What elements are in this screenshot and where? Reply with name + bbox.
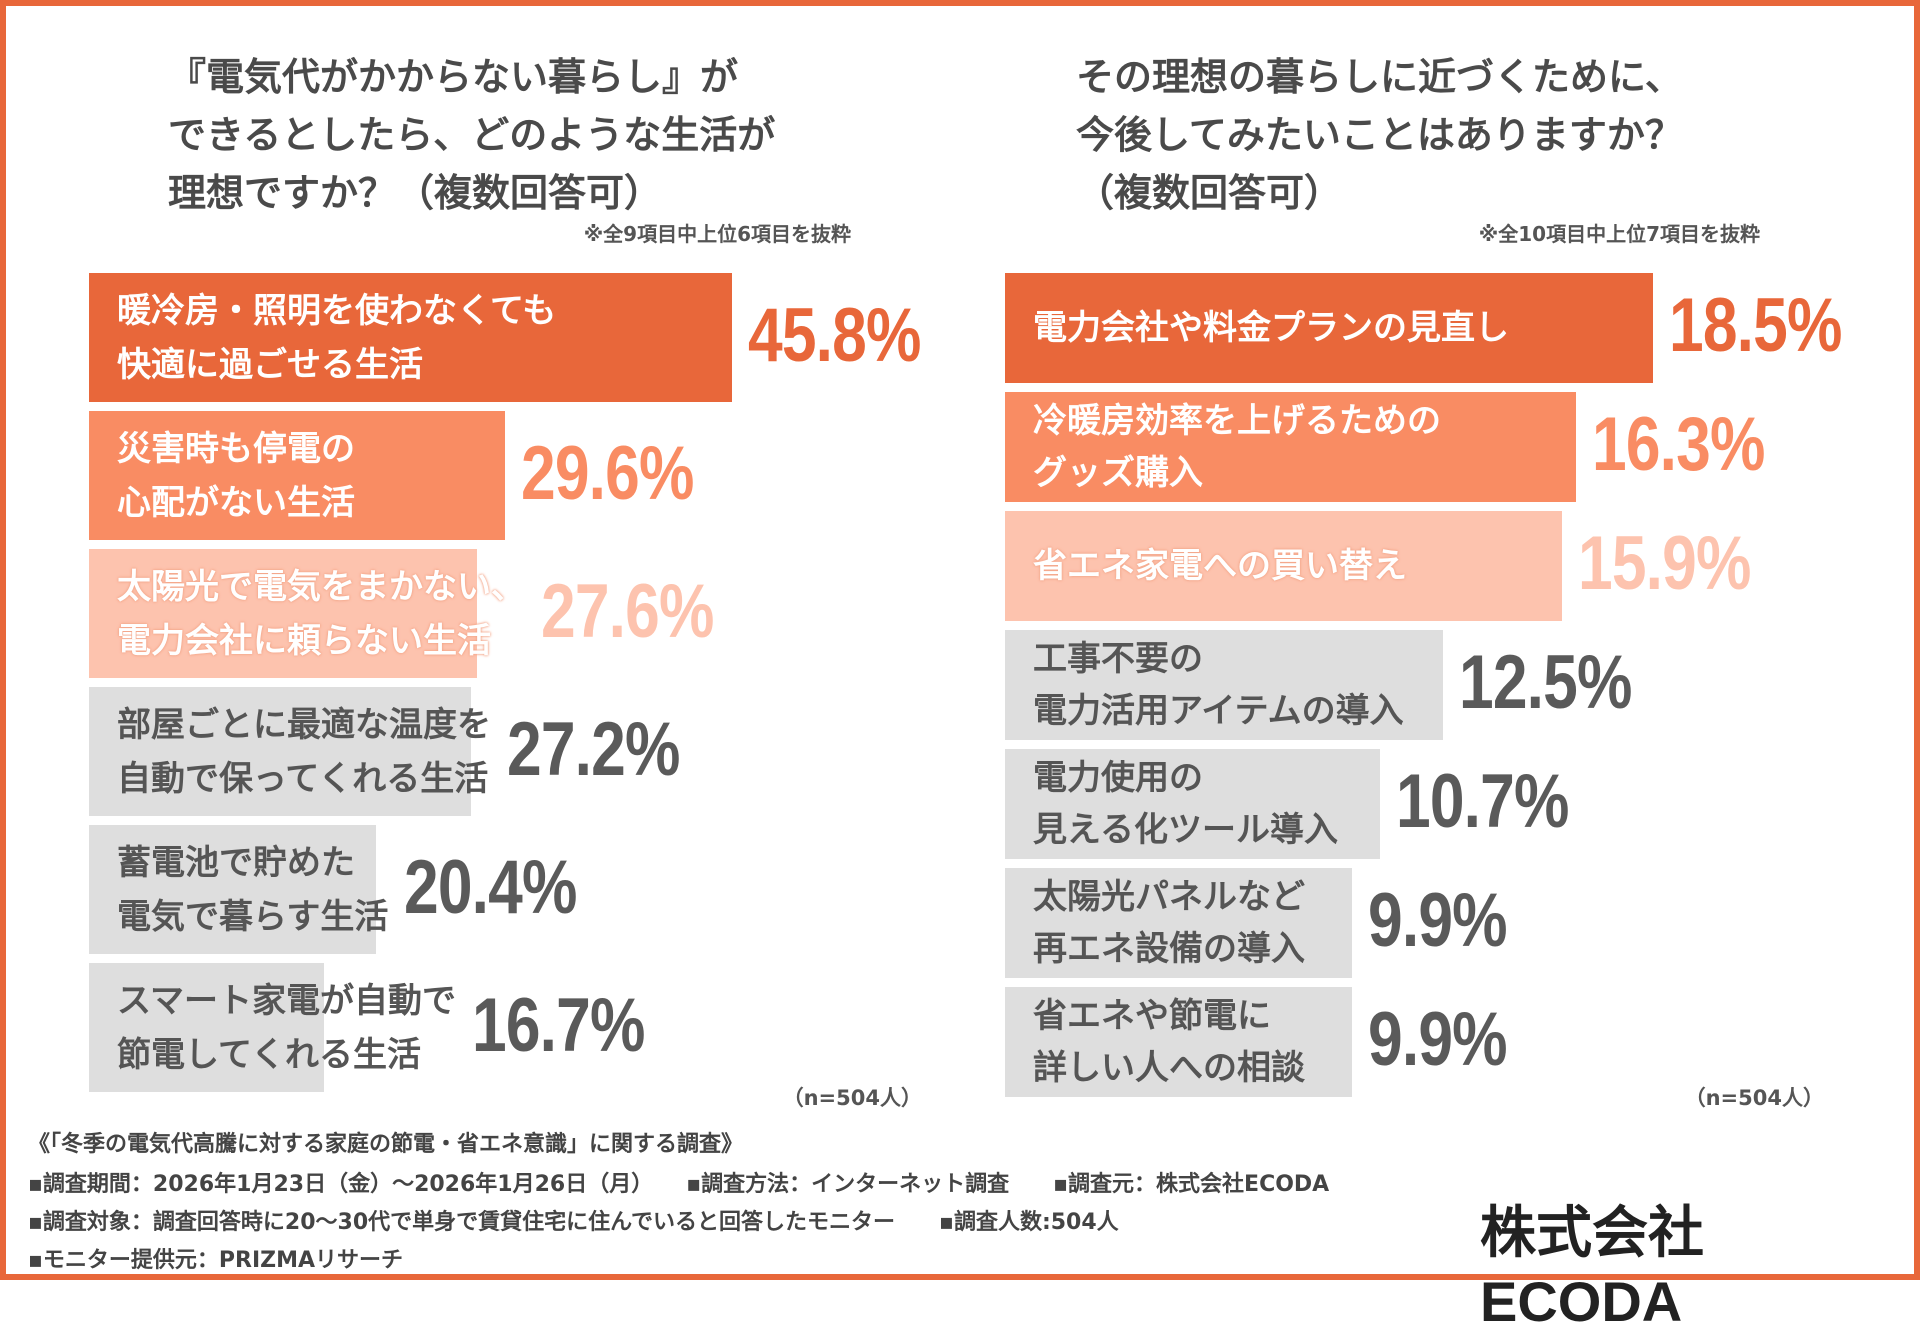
bar (89, 411, 505, 540)
value-label: 9.9% (1367, 997, 1508, 1082)
value-label: 16.7% (471, 982, 645, 1068)
bar (1005, 987, 1352, 1097)
bar-label: 冷暖房効率を上げるための グッズ購入 (1033, 401, 1441, 493)
bar (89, 963, 324, 1092)
bar-label: 蓄電池で貯めた 電気で暮らす生活 (117, 842, 389, 937)
survey-info-1: ▪調査期間：2026年1月23日（金）～2026年1月26日（月） ▪調査方法：… (28, 1172, 1330, 1197)
value-label: 20.4% (404, 844, 577, 930)
value-label: 18.5% (1668, 283, 1842, 368)
bar (1005, 511, 1562, 621)
survey-title: 《「冬季の電気代高騰に対する家庭の節電・省エネ意識」に関する調査》 (28, 1132, 744, 1157)
bar-label: スマート家電が自動で 節電してくれる生活 (117, 980, 456, 1075)
bar-label: 部屋ごとに最適な温度を 自動で保ってくれる生活 (117, 704, 491, 799)
company-logo: 株式会社 ECODA (1480, 1201, 1704, 1333)
value-label: 29.6% (520, 430, 694, 516)
left-chart-note: ※全9項目中上位6項目を抜粋 (583, 222, 851, 246)
bar-label: 省エネ家電への買い替え (1033, 546, 1407, 586)
bar (89, 687, 472, 816)
value-label: 9.9% (1367, 878, 1508, 963)
value-label: 15.9% (1577, 521, 1751, 606)
bar (1005, 392, 1576, 502)
bar-label: 太陽光で電気をまかない、 電力会社に頼らない生活 (117, 566, 525, 661)
bar (1005, 273, 1653, 383)
bar-label: 暖冷房・照明を使わなくても 快適に過ごせる生活 (117, 290, 557, 385)
value-label: 12.5% (1458, 640, 1632, 725)
bar-label: 災害時も停電の 心配がない生活 (117, 428, 355, 523)
bar-label: 電力会社や料金プランの見直し (1033, 308, 1509, 348)
bar-label: 省エネや節電に 詳しい人への相談 (1033, 996, 1305, 1088)
border-frame (0, 0, 1920, 1280)
bar (89, 825, 376, 954)
bar-label: 工事不要の 電力活用アイテムの導入 (1033, 639, 1404, 731)
value-label: 16.3% (1591, 402, 1765, 487)
bar (89, 549, 477, 678)
bar (1005, 868, 1352, 978)
survey-info-2: ▪調査対象：調査回答時に20～30代で単身で賃貸住宅に住んでいると回答したモニタ… (28, 1210, 1119, 1235)
value-label: 27.2% (507, 706, 680, 792)
value-label: 27.6% (541, 568, 714, 654)
bar (89, 273, 733, 402)
left-sample-size: （n=504人） (782, 1086, 922, 1110)
bar-label: 太陽光パネルなど 再エネ設備の導入 (1033, 877, 1305, 969)
right-chart-title: その理想の暮らしに近づくために、 今後してみたいことはありますか？ （複数回答可… (1076, 55, 1683, 215)
left-chart-title: 『電気代がかからない暮らし』が できるとしたら、どのような生活が 理想ですか？（… (168, 55, 776, 215)
right-chart-note: ※全10項目中上位7項目を抜粋 (1478, 222, 1760, 246)
bar (1005, 749, 1380, 859)
right-sample-size: （n=504人） (1684, 1086, 1824, 1110)
value-label: 10.7% (1395, 759, 1569, 844)
bar-label: 電力使用の 見える化ツール導入 (1033, 758, 1338, 850)
value-label: 45.8% (748, 292, 922, 378)
survey-info-3: ▪モニター提供元：PRIZMAリサーチ (28, 1248, 404, 1273)
bar (1005, 630, 1443, 740)
